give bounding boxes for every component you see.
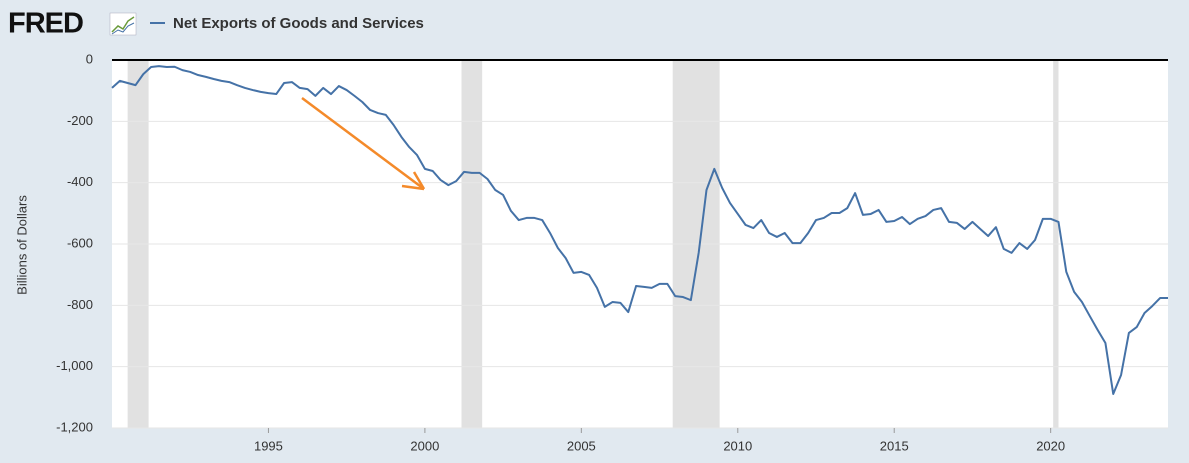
x-tick-label: 2010: [723, 438, 752, 453]
y-tick-label: -800: [67, 297, 93, 312]
x-tick-label: 2020: [1036, 438, 1065, 453]
series-line: [111, 65, 1168, 395]
x-tick-label: 2000: [410, 438, 439, 453]
y-tick-label: -400: [67, 174, 93, 189]
plot: 0 -200 -400 -600 -800 -1,000 -1,200 1995 2000 200…: [56, 51, 1168, 453]
legend-label: Net Exports of Goods and Services: [173, 15, 424, 32]
y-tick-label: -1,000: [56, 358, 93, 373]
logo-icon: [109, 12, 137, 36]
y-tick-label: -600: [67, 235, 93, 250]
x-tick-label: 2005: [567, 438, 596, 453]
x-tick-label: 1995: [254, 438, 283, 453]
y-axis-label: Billions of Dollars: [14, 195, 29, 295]
y-tick-label: -200: [67, 113, 93, 128]
annotation-arrow: [301, 96, 426, 191]
y-tick-label: -1,200: [56, 419, 93, 434]
y-tick-label: 0: [86, 51, 93, 66]
x-tick-label: 2015: [880, 438, 909, 453]
logo: FRED: [8, 8, 83, 40]
